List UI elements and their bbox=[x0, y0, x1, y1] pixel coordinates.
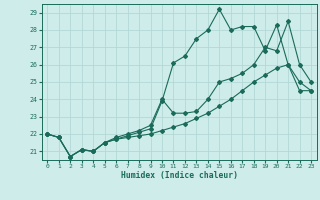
X-axis label: Humidex (Indice chaleur): Humidex (Indice chaleur) bbox=[121, 171, 238, 180]
